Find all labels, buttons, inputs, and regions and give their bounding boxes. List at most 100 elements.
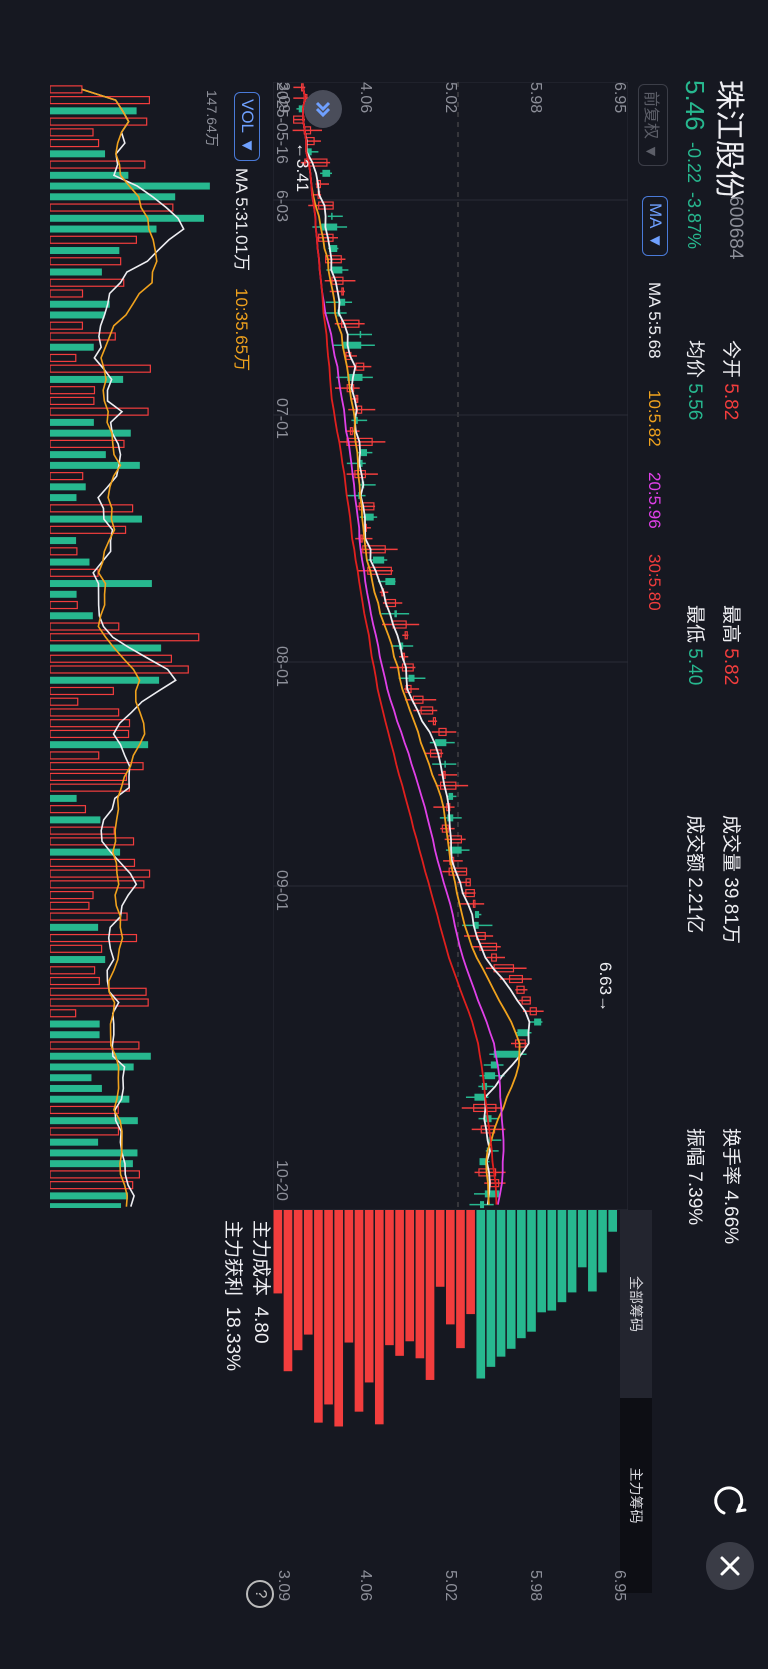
volume-bar (50, 171, 129, 179)
candle[interactable] (329, 245, 338, 253)
chip-bar (415, 1210, 425, 1359)
candle[interactable] (408, 674, 415, 682)
ma30-line (302, 87, 498, 1205)
chip-bar (567, 1210, 577, 1293)
candle[interactable] (534, 1018, 542, 1026)
volume-chart[interactable] (50, 84, 220, 1208)
main-profit: 主力获利 18.33% (222, 1220, 243, 1372)
candle[interactable] (472, 899, 476, 908)
ma-button[interactable]: MA ▼ (642, 196, 668, 257)
ma5-line (302, 87, 531, 1205)
candle[interactable] (479, 1158, 486, 1166)
volume-bar (50, 396, 95, 406)
candle[interactable] (491, 953, 497, 962)
quote-amplitude: 振幅 7.39% (684, 1128, 705, 1226)
volume-bar (50, 247, 120, 255)
candle[interactable] (331, 266, 343, 274)
candle[interactable] (516, 985, 525, 994)
candle[interactable] (443, 770, 446, 780)
candle[interactable] (484, 1072, 496, 1080)
date-axis-label: 09-01 (273, 870, 290, 911)
candle[interactable] (362, 545, 386, 554)
candle[interactable] (432, 717, 437, 726)
candle[interactable] (325, 255, 342, 264)
candle[interactable] (448, 792, 454, 800)
vol-ma10-value: 10:35.65万 (232, 288, 251, 372)
candle[interactable] (349, 427, 353, 436)
candle[interactable] (474, 911, 480, 919)
candle[interactable] (365, 513, 374, 521)
candle[interactable] (404, 631, 408, 640)
volume-bar (50, 741, 149, 749)
candle[interactable] (480, 1201, 485, 1209)
candle[interactable] (342, 341, 362, 349)
candle[interactable] (420, 706, 434, 715)
candle[interactable] (517, 1029, 530, 1037)
candle[interactable] (360, 449, 368, 457)
candle[interactable] (318, 233, 334, 242)
volume-bar (50, 880, 145, 889)
candle[interactable] (435, 739, 447, 747)
candle[interactable] (318, 201, 334, 210)
chip-bar (385, 1210, 394, 1346)
candle[interactable] (493, 1050, 521, 1058)
chip-bar (608, 1210, 617, 1232)
candle[interactable] (508, 974, 523, 984)
volume-bar (50, 107, 137, 115)
candle[interactable] (358, 502, 375, 511)
expand-button[interactable] (304, 90, 342, 128)
candle[interactable] (438, 727, 447, 737)
ma5-value: MA 5:5.68 (645, 282, 664, 359)
candle[interactable] (394, 610, 397, 618)
chip-bar (405, 1210, 415, 1342)
candle[interactable] (529, 1007, 537, 1016)
candle[interactable] (429, 749, 442, 758)
candlestick-chart[interactable] (273, 82, 628, 1210)
candle[interactable] (355, 394, 359, 404)
chip-axis-label: 5.98 (527, 1570, 544, 1602)
chip-axis-label: 4.06 (357, 1570, 374, 1602)
volume-bar (50, 665, 189, 674)
volume-bar (50, 321, 84, 330)
candle[interactable] (521, 996, 531, 1005)
candle[interactable] (341, 319, 360, 328)
candle[interactable] (304, 158, 328, 167)
candle[interactable] (473, 921, 479, 929)
chip-bar (425, 1210, 435, 1380)
candle[interactable] (479, 942, 498, 951)
tab-main-chips[interactable]: 主力筹码 (620, 1398, 652, 1593)
volume-bar (50, 600, 78, 610)
stock-change: -0.22 (684, 142, 704, 184)
refresh-button[interactable] (708, 1480, 750, 1522)
candle[interactable] (341, 287, 344, 296)
adjust-select[interactable]: 前复权 ▼ (638, 84, 668, 167)
chip-bar (334, 1210, 344, 1427)
candle[interactable] (372, 556, 385, 564)
vol-button[interactable]: VOL ▼ (234, 92, 260, 161)
candle[interactable] (331, 212, 333, 220)
volume-bar (50, 429, 131, 437)
tab-all-chips[interactable]: 全部筹码 (620, 1210, 652, 1398)
high-marker: 6.63→ (596, 962, 615, 1013)
candle[interactable] (490, 1061, 498, 1069)
candle[interactable] (444, 760, 446, 768)
help-icon[interactable]: ? (246, 1580, 274, 1608)
candle[interactable] (439, 781, 457, 790)
candle[interactable] (367, 566, 392, 575)
date-axis-label: 6-03 (273, 190, 290, 223)
candle[interactable] (331, 276, 344, 285)
double-chevron-icon (315, 101, 331, 118)
close-button[interactable] (706, 1542, 754, 1590)
candle[interactable] (360, 534, 363, 543)
candle[interactable] (465, 878, 471, 887)
candle[interactable] (385, 578, 396, 586)
volume-bar (50, 289, 84, 298)
candle[interactable] (465, 888, 475, 898)
candle[interactable] (322, 169, 331, 177)
candle[interactable] (347, 373, 363, 381)
candle[interactable] (474, 1093, 485, 1101)
candle[interactable] (359, 330, 362, 338)
candle[interactable] (412, 695, 424, 704)
candle[interactable] (401, 663, 414, 672)
candle[interactable] (321, 223, 338, 231)
